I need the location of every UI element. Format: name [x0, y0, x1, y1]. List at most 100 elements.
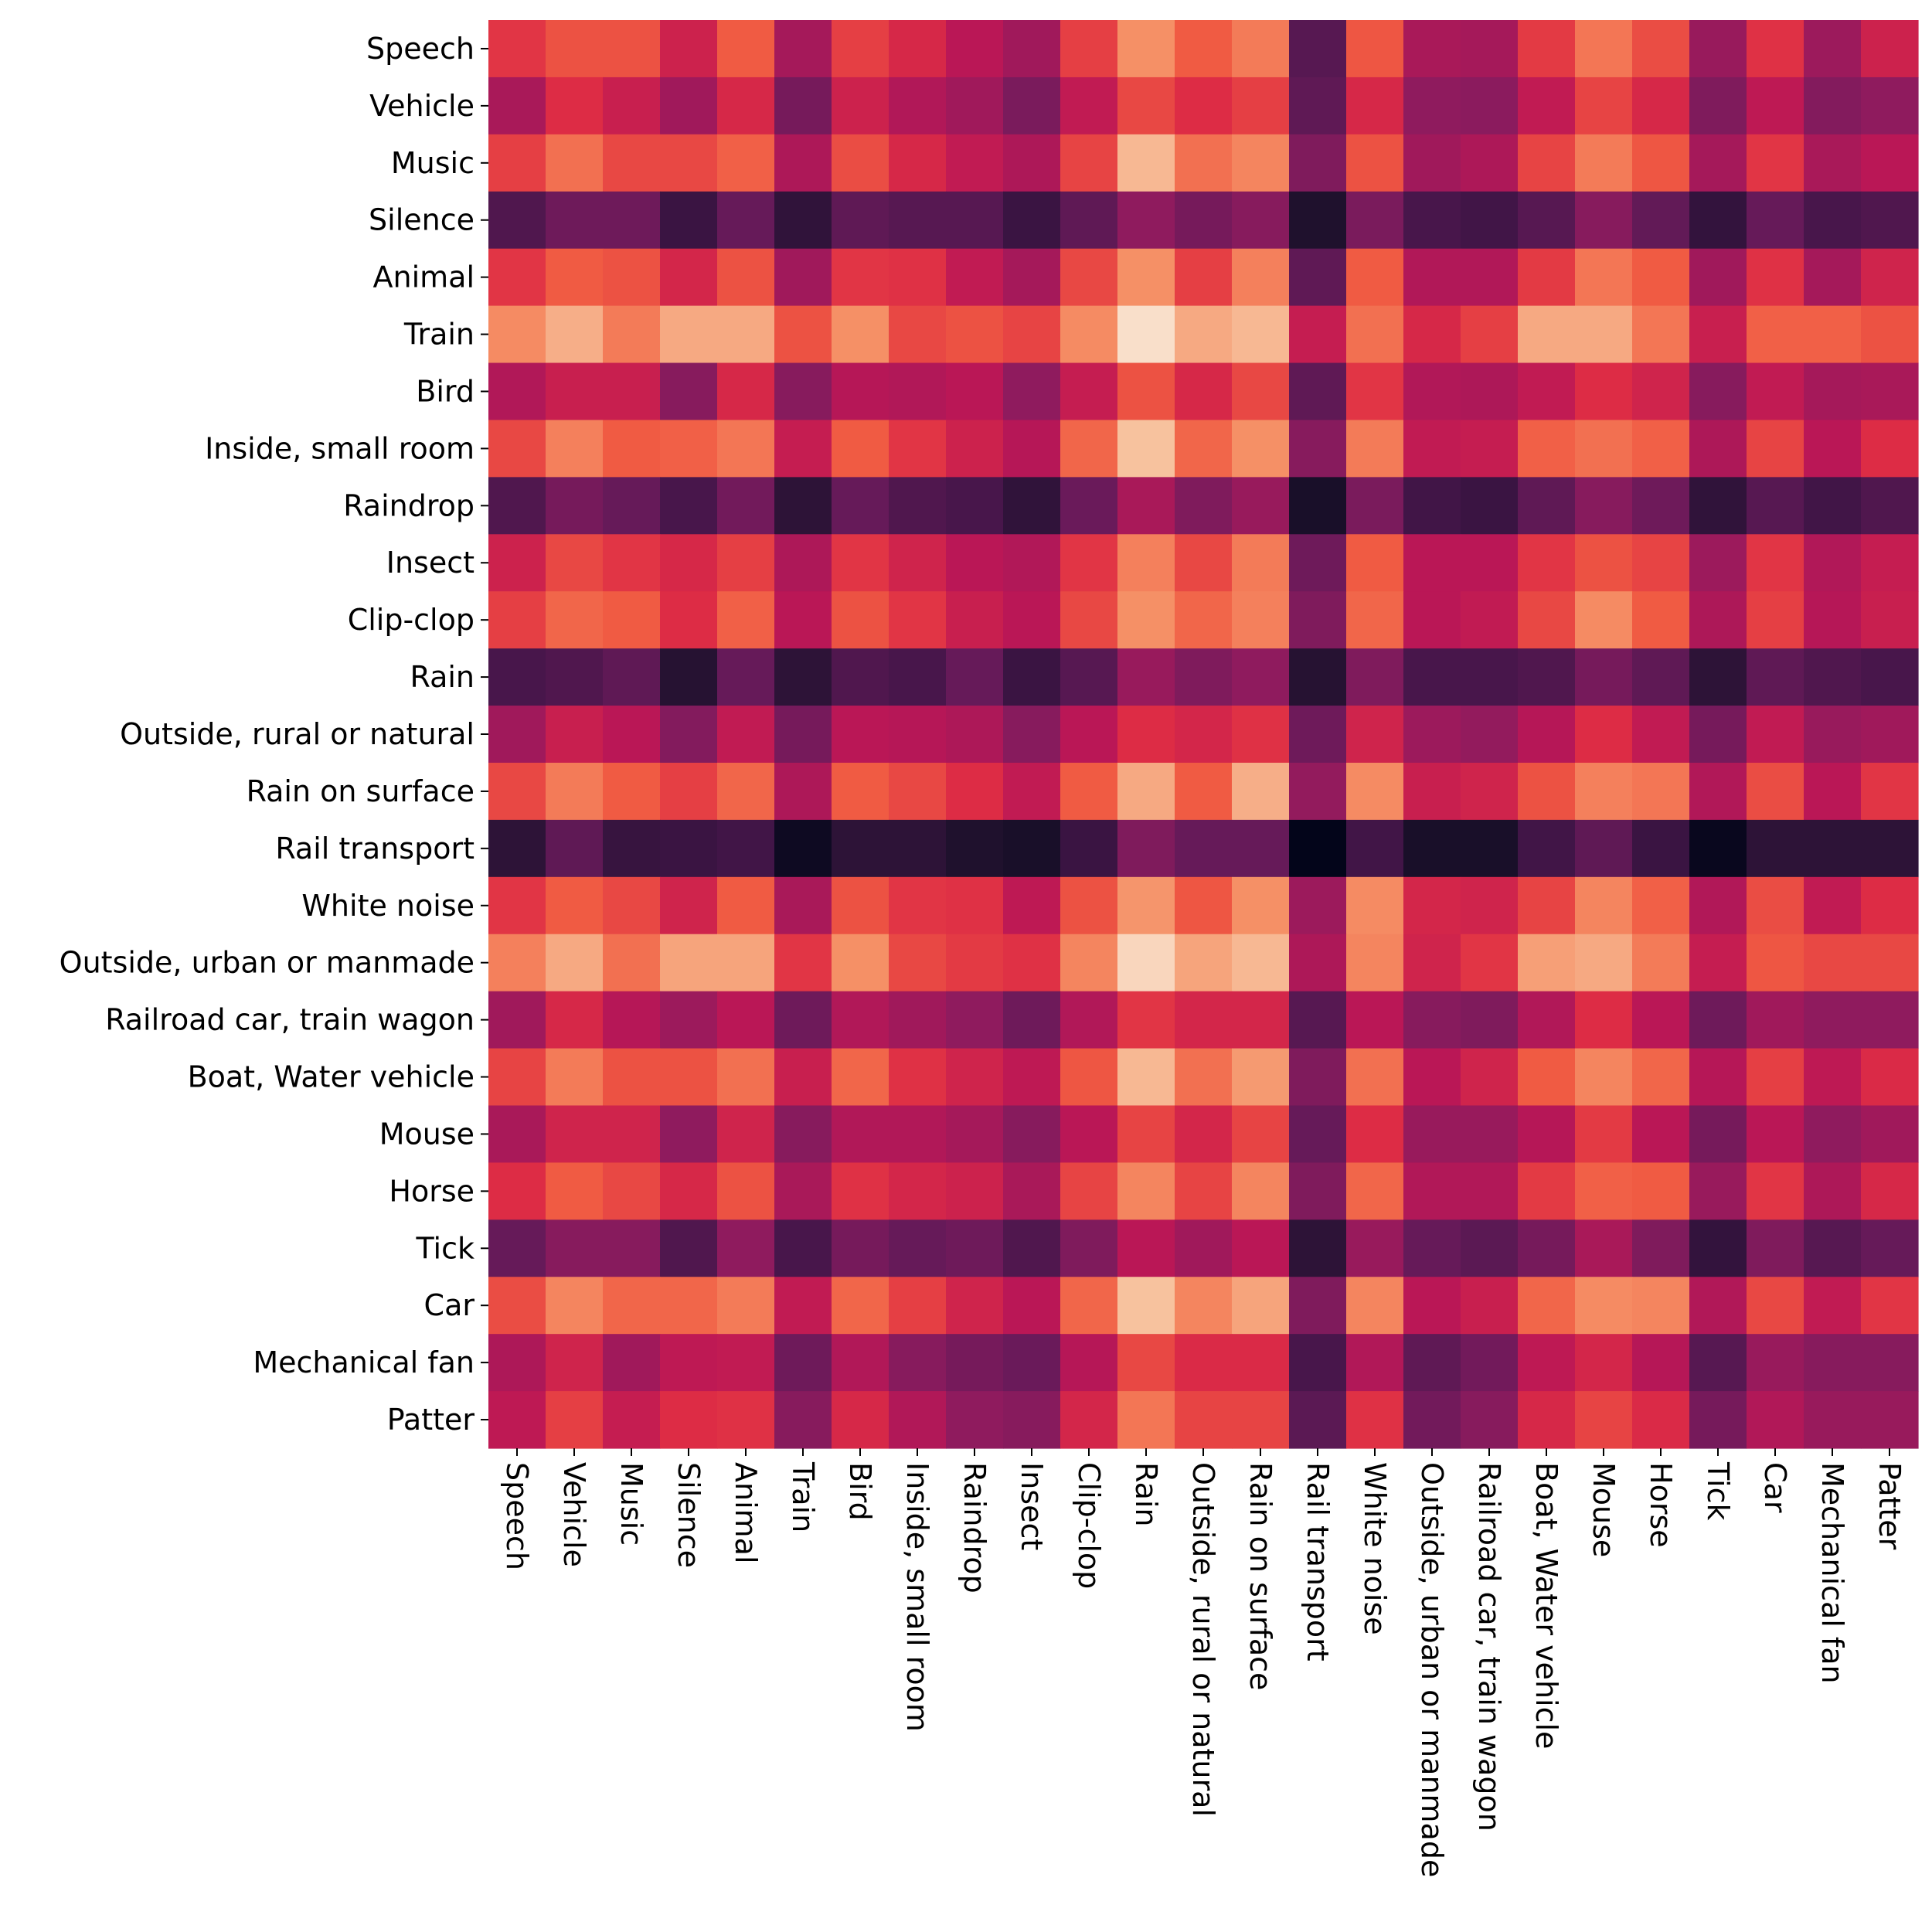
heatmap-cell-r14-c6 — [832, 819, 889, 878]
heatmap-cell-r22-c15 — [1346, 1277, 1404, 1335]
heatmap-cell-r17-c17 — [1461, 991, 1519, 1049]
heatmap-cell-r10-c10 — [1060, 591, 1118, 649]
heatmap-cell-r18-c9 — [1003, 1048, 1061, 1107]
heatmap-cell-r13-c16 — [1403, 762, 1461, 821]
heatmap-cell-r20-c18 — [1518, 1162, 1576, 1220]
column-tick-labels: Speech Vehicle Music Silence Animal Train Bird… — [500, 1448, 1906, 1877]
heatmap-cell-r2-c2 — [603, 134, 661, 192]
heatmap-cell-r9-c23 — [1804, 534, 1862, 592]
heatmap-cell-r23-c5 — [774, 1334, 832, 1392]
heatmap-cell-r1-c3 — [660, 77, 718, 135]
column-label: Rain — [1129, 1462, 1163, 1527]
heatmap-cell-r13-c6 — [832, 762, 889, 821]
heatmap-cell-r4-c0 — [488, 248, 546, 307]
heatmap-cell-r15-c24 — [1861, 876, 1919, 935]
heatmap-cell-r8-c19 — [1575, 477, 1633, 535]
heatmap-cell-r19-c14 — [1289, 1105, 1347, 1163]
heatmap-cell-r15-c21 — [1689, 876, 1747, 935]
heatmap-cell-r6-c23 — [1804, 362, 1862, 421]
heatmap-cell-r7-c11 — [1117, 420, 1175, 478]
heatmap-cell-r24-c13 — [1232, 1391, 1290, 1449]
heatmap-cell-r19-c7 — [889, 1105, 947, 1163]
heatmap-cell-r11-c17 — [1461, 648, 1519, 706]
heatmap-cell-r21-c9 — [1003, 1219, 1061, 1277]
heatmap-cell-r11-c20 — [1632, 648, 1690, 706]
heatmap-cell-r18-c22 — [1747, 1048, 1804, 1107]
heatmap-cell-r11-c11 — [1117, 648, 1175, 706]
heatmap-cell-r10-c12 — [1175, 591, 1233, 649]
heatmap-cell-r24-c11 — [1117, 1391, 1175, 1449]
heatmap-cell-r20-c6 — [832, 1162, 889, 1220]
heatmap-cell-r10-c14 — [1289, 591, 1347, 649]
heatmap-cell-r16-c6 — [832, 934, 889, 992]
heatmap-cell-r4-c8 — [946, 248, 1004, 307]
heatmap-cell-r19-c23 — [1804, 1105, 1862, 1163]
heatmap-cell-r9-c20 — [1632, 534, 1690, 592]
heatmap-cell-r15-c11 — [1117, 876, 1175, 935]
heatmap-cell-r20-c9 — [1003, 1162, 1061, 1220]
heatmap-cell-r15-c7 — [889, 876, 947, 935]
heatmap-cell-r23-c8 — [946, 1334, 1004, 1392]
heatmap-cell-r19-c18 — [1518, 1105, 1576, 1163]
heatmap-cell-r9-c6 — [832, 534, 889, 592]
heatmap-cell-r12-c23 — [1804, 706, 1862, 764]
row-label: Music — [391, 146, 474, 180]
heatmap-cell-r1-c9 — [1003, 77, 1061, 135]
heatmap-cell-r20-c20 — [1632, 1162, 1690, 1220]
heatmap-cell-r6-c21 — [1689, 362, 1747, 421]
heatmap-cell-r16-c3 — [660, 934, 718, 992]
heatmap-cell-r5-c16 — [1403, 305, 1461, 364]
heatmap-cell-r11-c8 — [946, 648, 1004, 706]
heatmap-cell-r16-c24 — [1861, 934, 1919, 992]
heatmap-cell-r24-c4 — [717, 1391, 775, 1449]
heatmap-cell-r20-c14 — [1289, 1162, 1347, 1220]
heatmap-cell-r10-c1 — [546, 591, 604, 649]
heatmap-cell-r16-c12 — [1175, 934, 1233, 992]
heatmap-cell-r22-c11 — [1117, 1277, 1175, 1335]
row-label: Inside, small room — [205, 431, 474, 465]
heatmap-cell-r12-c3 — [660, 706, 718, 764]
heatmap-cell-r24-c0 — [488, 1391, 546, 1449]
heatmap-cell-r15-c20 — [1632, 876, 1690, 935]
heatmap-cell-r8-c5 — [774, 477, 832, 535]
heatmap-cell-r6-c11 — [1117, 362, 1175, 421]
heatmap-cell-r20-c8 — [946, 1162, 1004, 1220]
heatmap-cell-r24-c3 — [660, 1391, 718, 1449]
heatmap-cell-r9-c12 — [1175, 534, 1233, 592]
heatmap-cell-r6-c15 — [1346, 362, 1404, 421]
heatmap-cell-r3-c1 — [546, 191, 604, 250]
heatmap-cell-r5-c13 — [1232, 305, 1290, 364]
heatmap-cell-r7-c16 — [1403, 420, 1461, 478]
heatmap-cell-r9-c0 — [488, 534, 546, 592]
heatmap-cell-r20-c17 — [1461, 1162, 1519, 1220]
heatmap-cell-r24-c5 — [774, 1391, 832, 1449]
heatmap-cell-r19-c3 — [660, 1105, 718, 1163]
column-label: Mechanical fan — [1815, 1462, 1849, 1684]
heatmap-cell-r12-c2 — [603, 706, 661, 764]
heatmap-cell-r24-c18 — [1518, 1391, 1576, 1449]
heatmap-cell-r8-c24 — [1861, 477, 1919, 535]
heatmap-cell-r23-c20 — [1632, 1334, 1690, 1392]
heatmap-cell-r20-c0 — [488, 1162, 546, 1220]
heatmap-cell-r13-c4 — [717, 762, 775, 821]
column-label: Mouse — [1587, 1462, 1621, 1557]
row-label: Mechanical fan — [253, 1345, 474, 1379]
heatmap-cell-r15-c14 — [1289, 876, 1347, 935]
row-label: Railroad car, train wagon — [105, 1003, 474, 1037]
heatmap-cell-r17-c11 — [1117, 991, 1175, 1049]
heatmap-cell-r23-c4 — [717, 1334, 775, 1392]
column-label: Bird — [843, 1462, 877, 1521]
heatmap-cell-r1-c21 — [1689, 77, 1747, 135]
heatmap-cell-r5-c17 — [1461, 305, 1519, 364]
heatmap-cell-r0-c14 — [1289, 20, 1347, 78]
heatmap-cell-r11-c2 — [603, 648, 661, 706]
heatmap-cell-r10-c4 — [717, 591, 775, 649]
heatmap-cell-r0-c22 — [1747, 20, 1804, 78]
heatmap-cell-r10-c22 — [1747, 591, 1804, 649]
heatmap-cell-r2-c15 — [1346, 134, 1404, 192]
heatmap-cell-r7-c10 — [1060, 420, 1118, 478]
heatmap-cell-r14-c13 — [1232, 819, 1290, 878]
heatmap-cell-r11-c10 — [1060, 648, 1118, 706]
heatmap-cell-r4-c23 — [1804, 248, 1862, 307]
heatmap-cell-r7-c14 — [1289, 420, 1347, 478]
